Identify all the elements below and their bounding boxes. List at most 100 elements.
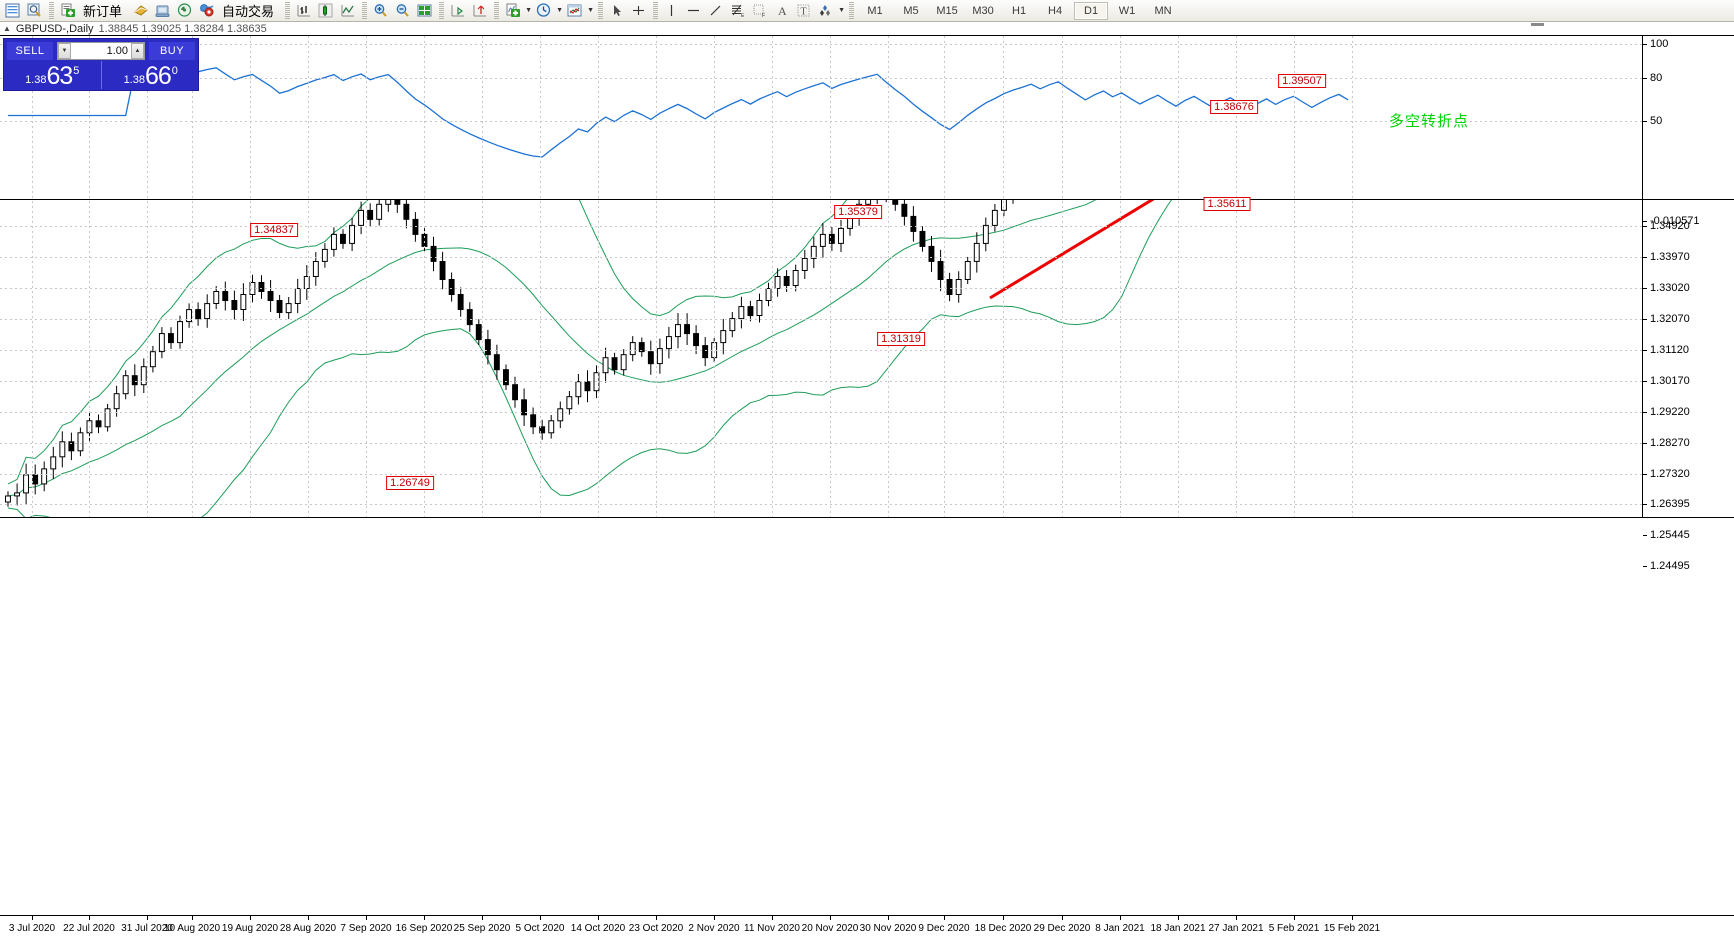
grid-line [0,443,1642,444]
grid-line [32,36,33,199]
data-window-icon[interactable] [24,1,46,21]
autotrade-icon[interactable] [196,1,218,21]
line-chart-icon[interactable] [337,1,359,21]
grid-line [772,36,773,517]
grid-line [32,36,33,517]
timeframe-mn[interactable]: MN [1154,4,1172,17]
auto-scroll-icon[interactable] [469,1,491,21]
timeframe-d1[interactable]: D1 [1074,1,1109,20]
grid-line [944,36,945,199]
vertical-line-icon[interactable] [661,1,683,21]
price-annotation[interactable]: 1.34837 [250,223,298,237]
buy-button[interactable]: BUY [149,42,195,60]
timeframe-w1[interactable]: W1 [1118,4,1136,17]
sell-button[interactable]: SELL [7,42,53,60]
chart-scrollbar-thumb[interactable] [1531,23,1544,26]
symbol-name: GBPUSD-,Daily [15,22,94,35]
templates-icon[interactable] [564,1,586,21]
time-tick [308,916,309,920]
axis-label: 1.31120 [1650,344,1689,356]
new-order-button[interactable]: 新订单 [79,1,130,21]
grid-line [424,36,425,199]
autotrade-button[interactable]: 自动交易 [218,1,282,21]
indicators-icon[interactable] [502,1,524,21]
zoom-out-icon[interactable] [392,1,414,21]
channel-icon[interactable]: F [749,1,771,21]
time-tick [1236,916,1237,920]
volume-field[interactable]: ▼ 1.00 ▲ [57,42,145,60]
grid-line [0,226,1642,227]
crosshair-icon[interactable] [628,1,650,21]
cursor-icon[interactable] [606,1,628,21]
expert-advisor-icon[interactable] [130,1,152,21]
timeframe-m5[interactable]: M5 [903,4,919,17]
terminal-icon[interactable] [152,1,174,21]
shapes-icon[interactable] [815,1,837,21]
time-tick [1003,916,1004,920]
time-tick [147,916,148,920]
one-click-trading-panel[interactable]: SELL ▼ 1.00 ▲ BUY 1.38 63 5 1.38 66 0 [3,38,199,91]
axis-label: 1.25445 [1650,529,1690,541]
time-label: 25 Sep 2020 [453,923,511,934]
volume-value[interactable]: 1.00 [106,45,128,57]
fibonacci-icon[interactable]: E [727,1,749,21]
symbol-info-bar: ▲ GBPUSD-,Daily 1.38845 1.39025 1.38284 … [0,22,1734,35]
horizontal-line-icon[interactable] [683,1,705,21]
price-annotation[interactable]: 1.31319 [877,332,925,346]
grid-line [0,350,1642,351]
timeframe-m30[interactable]: M30 [972,4,994,17]
grid-line [888,36,889,199]
strategy-tester-icon[interactable] [174,1,196,21]
time-tick [1062,916,1063,920]
rsi-axis[interactable]: 100 80 50 [1642,36,1734,199]
axis-label: 1.30170 [1650,375,1690,387]
chevron-down-icon[interactable]: ▼ [587,7,594,14]
axis-label: 1.26395 [1650,498,1690,510]
period-icon[interactable] [533,1,555,21]
text-icon[interactable]: A [771,1,793,21]
price-annotation[interactable]: 1.35379 [834,205,882,219]
market-watch-icon[interactable] [2,1,24,21]
price-annotation[interactable]: 1.39507 [1278,74,1326,88]
price-annotation[interactable]: 1.38676 [1210,100,1258,114]
chevron-down-icon[interactable]: ▼ [556,7,563,14]
chart-shift-icon[interactable] [447,1,469,21]
zoom-in-icon[interactable] [370,1,392,21]
collapse-icon[interactable]: ▲ [3,24,11,33]
axis-tick [1643,535,1647,536]
buy-price[interactable]: 1.38 66 0 [105,61,197,89]
rsi-plot[interactable] [0,36,1642,199]
sell-price[interactable]: 1.38 63 5 [6,61,98,89]
grid-line [250,36,251,517]
time-label: 8 Jan 2021 [1095,923,1145,934]
trendline-icon[interactable] [705,1,727,21]
price-annotation[interactable]: 1.35611 [1203,197,1251,211]
time-label: 22 Jul 2020 [63,923,115,934]
grid-line [0,474,1642,475]
text-label-icon[interactable]: T [793,1,815,21]
volume-increment-button[interactable]: ▲ [131,43,144,59]
bar-chart-icon[interactable] [293,1,315,21]
tile-windows-icon[interactable] [414,1,436,21]
chevron-down-icon[interactable]: ▼ [525,7,532,14]
grid-line [424,36,425,517]
grid-line [944,36,945,517]
grid-line [1003,36,1004,517]
chevron-down-icon[interactable]: ▼ [838,7,845,14]
timeframe-m1[interactable]: M1 [867,4,883,17]
new-order-icon[interactable] [57,1,79,21]
timeframe-h4[interactable]: H4 [1048,4,1063,17]
grid-line [1120,36,1121,517]
grid-line [1003,36,1004,199]
axis-label: 1.28270 [1650,437,1690,449]
axis-label: 1.27320 [1650,468,1690,480]
chart-text-label[interactable]: 多空转折点 [1389,112,1470,130]
grid-line [714,36,715,199]
timeframe-h1[interactable]: H1 [1012,4,1027,17]
volume-decrement-button[interactable]: ▼ [58,43,71,59]
timeframe-m15[interactable]: M15 [936,4,958,17]
candlestick-chart-icon[interactable] [315,1,337,21]
price-annotation[interactable]: 1.26749 [386,476,434,490]
time-axis[interactable]: 3 Jul 2020 22 Jul 2020 31 Jul 2020 10 Aug 2… [0,915,1734,940]
